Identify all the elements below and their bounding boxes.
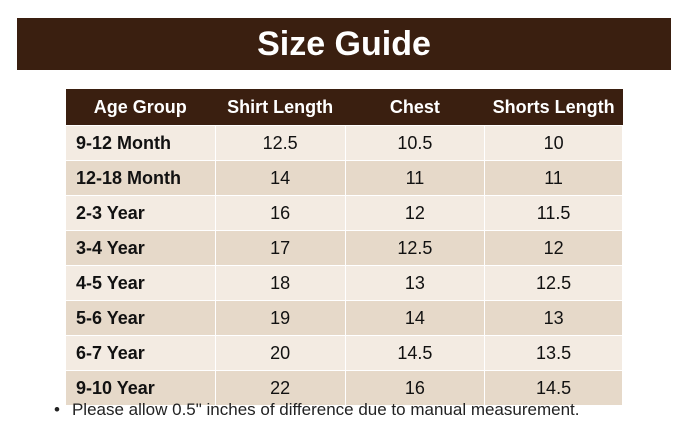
size-table: Age Group Shirt Length Chest Shorts Length … [65,89,623,406]
cell: 13 [344,265,486,301]
table-row: 4-5 Year 18 13 12.5 [65,265,623,301]
table-row: 9-10 Year 22 16 14.5 [65,370,623,406]
column-header: Chest [345,89,485,126]
cell: 22 [214,370,346,406]
cell: 13.5 [484,335,623,371]
table-body: 9-12 Month 12.5 10.5 10 12-18 Month 14 11 11 2-3… [65,125,623,406]
cell: 14.5 [344,335,486,371]
bullet: • [54,400,60,419]
cell: 16 [344,370,486,406]
table-row: 3-4 Year 17 12.5 12 [65,230,623,266]
cell: 19 [214,300,346,336]
cell: 12 [484,230,623,266]
row-label: 2-3 Year [65,195,216,231]
cell: 16 [214,195,346,231]
cell: 11 [344,160,486,196]
row-label: 3-4 Year [65,230,216,266]
cell: 11.5 [484,195,623,231]
row-label: 12-18 Month [65,160,216,196]
title-banner: Size Guide [17,18,671,70]
table-row: 9-12 Month 12.5 10.5 10 [65,125,623,161]
cell: 12.5 [484,265,623,301]
cell: 20 [214,335,346,371]
table-row: 12-18 Month 14 11 11 [65,160,623,196]
cell: 14 [344,300,486,336]
cell: 12.5 [214,125,346,161]
table-row: 6-7 Year 20 14.5 13.5 [65,335,623,371]
column-header: Shorts Length [484,89,623,126]
column-header: Shirt Length [215,89,346,126]
cell: 13 [484,300,623,336]
cell: 18 [214,265,346,301]
row-label: 6-7 Year [65,335,216,371]
header-row: Age Group Shirt Length Chest Shorts Length [65,89,623,126]
cell: 11 [484,160,623,196]
cell: 10 [484,125,623,161]
cell: 17 [214,230,346,266]
table-row: 5-6 Year 19 14 13 [65,300,623,336]
row-label: 9-12 Month [65,125,216,161]
note-text: Please allow 0.5" inches of difference d… [71,400,580,419]
row-label: 4-5 Year [65,265,216,301]
cell: 10.5 [344,125,486,161]
column-header: Age Group [65,89,216,126]
cell: 14.5 [484,370,623,406]
cell: 12 [344,195,486,231]
row-label: 5-6 Year [65,300,216,336]
cell: 12.5 [344,230,486,266]
cell: 14 [214,160,346,196]
note: • Please allow 0.5" inches of difference … [54,400,579,420]
table-row: 2-3 Year 16 12 11.5 [65,195,623,231]
row-label: 9-10 Year [65,370,216,406]
